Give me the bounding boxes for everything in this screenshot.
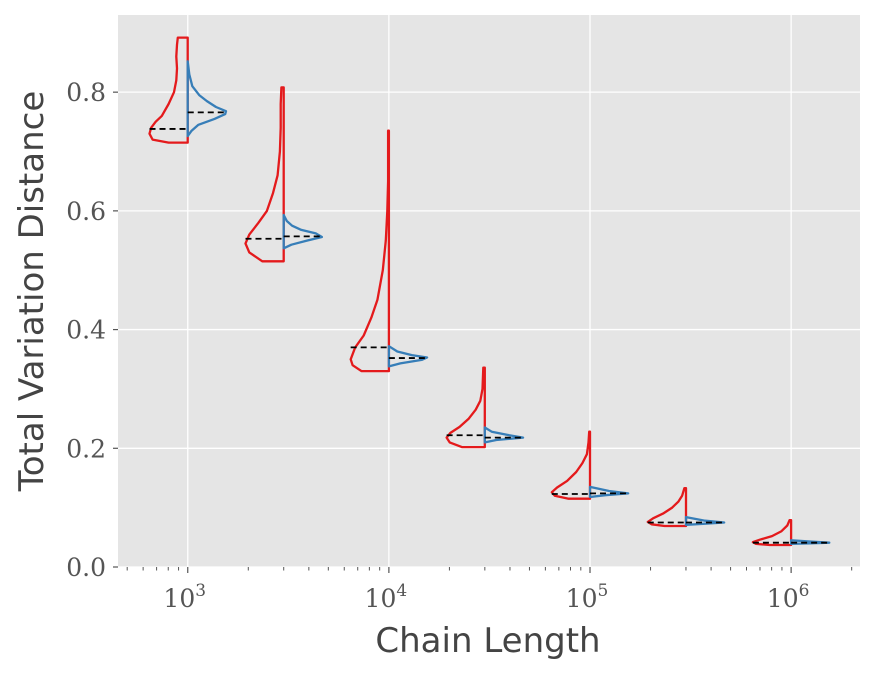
- left-violin: [646, 486, 688, 528]
- left-violin: [349, 129, 391, 373]
- right-violin: [588, 485, 630, 499]
- y-tick-label: 0.8: [66, 78, 106, 107]
- left-violin: [445, 366, 486, 449]
- x-axis-title: Chain Length: [375, 621, 600, 661]
- right-violin: [387, 345, 429, 368]
- violins: [148, 36, 831, 547]
- y-axis: 0.0 0.2 0.4 0.6 0.8: [66, 78, 118, 582]
- x-tick-label: 104: [365, 581, 408, 613]
- right-violin: [186, 60, 228, 138]
- left-violin: [751, 518, 793, 547]
- left-violin: [148, 36, 189, 144]
- right-violin: [483, 426, 525, 444]
- y-tick-label: 0.2: [66, 434, 106, 463]
- y-tick-label: 0.0: [66, 553, 106, 582]
- left-violin: [244, 86, 285, 263]
- plot-background: [118, 15, 860, 567]
- x-tick-label: 105: [566, 581, 609, 613]
- left-violin: [550, 430, 592, 500]
- x-tick-label: 106: [767, 581, 810, 613]
- x-tick-label: 103: [163, 581, 206, 613]
- x-axis: 103 104 105 106: [126, 567, 853, 613]
- y-tick-label: 0.4: [66, 316, 106, 345]
- y-axis-title: Total Variation Distance: [12, 91, 52, 493]
- right-violin: [684, 515, 726, 527]
- y-tick-label: 0.6: [66, 197, 106, 226]
- right-violin: [282, 213, 324, 250]
